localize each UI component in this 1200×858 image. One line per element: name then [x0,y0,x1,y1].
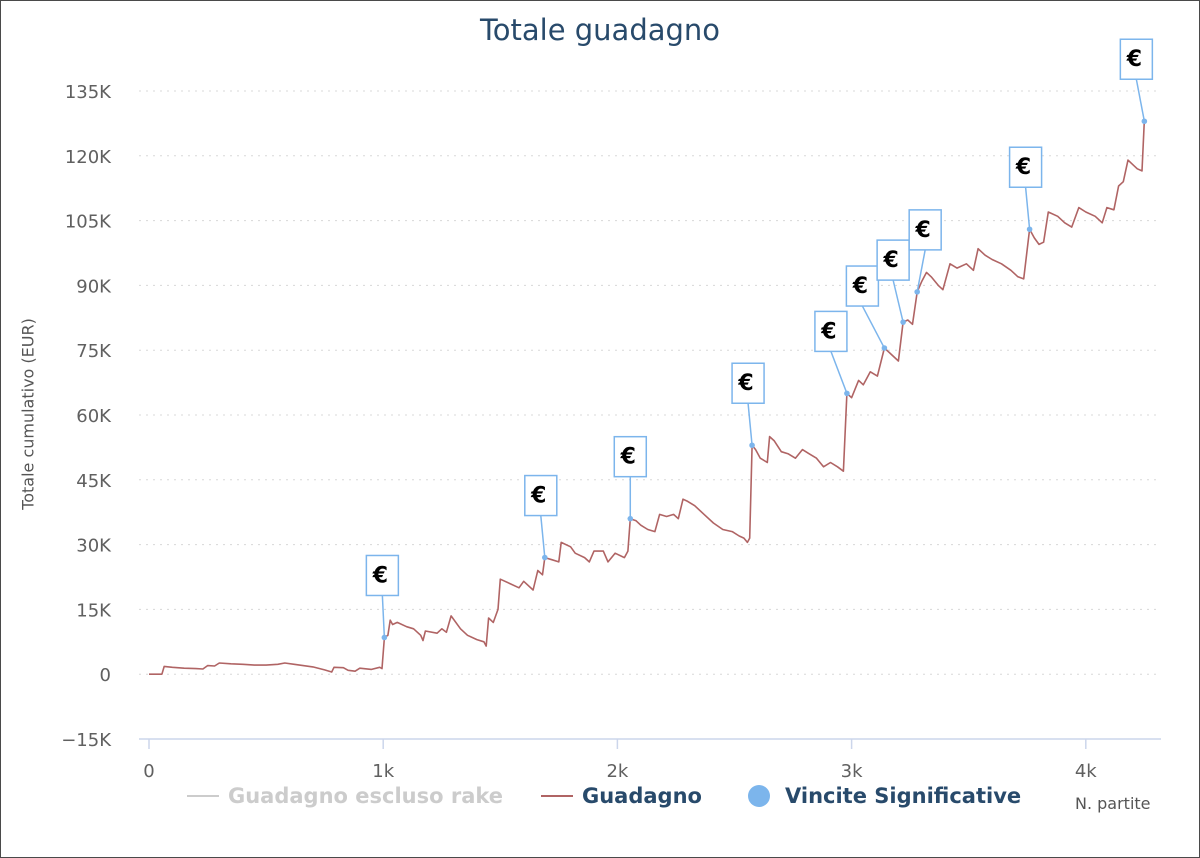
legend-item-vincite-significative[interactable]: Vincite Significative [748,784,1021,808]
flag-marker[interactable]: € [365,554,400,641]
legend-label: Guadagno [582,784,702,808]
flag-point [381,634,388,641]
flag-box [365,554,400,597]
flag-point [914,289,920,295]
flag-marker[interactable]: € [1008,146,1043,233]
flag-stem [830,351,848,394]
flag-box [845,265,880,307]
flag-box [814,310,848,353]
flag-box [1119,38,1154,80]
flag-stem [1024,187,1031,230]
y-tick-label: 105K [65,212,112,233]
flag-box [1008,146,1043,188]
flag-label: € [1126,47,1142,72]
legend-item-guadagno[interactable]: Guadagno [541,784,702,808]
y-tick-label: 120K [65,147,112,168]
flag-box [524,474,558,517]
flag-stem [381,595,386,638]
flag-label: € [820,319,836,344]
flag-label: € [620,445,636,470]
grid-lines [139,90,1161,740]
flag-marker[interactable]: € [908,209,942,295]
flag-point [881,345,888,351]
flag-label: € [852,274,868,299]
x-axis: 0 1k 2k 3k 4k [139,738,1161,782]
series-line-guadagno [149,121,1146,675]
y-tick-label: 15K [76,600,112,621]
legend: Guadagno escluso rake Guadagno Vincite S… [1,784,1199,816]
flag-marker[interactable]: € [845,265,888,351]
flag-point [541,554,548,561]
flag-stem [916,249,926,293]
flag-stem [540,515,546,558]
y-axis-ticks: −15K 0 15K 30K 45K 60K 75K 90K 105K 120K 135K [61,82,112,751]
flag-label: € [530,484,546,509]
series-layer [149,121,1146,675]
flag-label: € [1015,155,1031,180]
flag-label: € [737,371,753,396]
flag-box [613,435,648,478]
y-tick-label: 75K [76,341,112,362]
chart-title: Totale guadagno [479,13,721,47]
flag-stem [747,403,753,446]
flag-marker[interactable]: € [613,435,648,522]
flag-marker[interactable]: € [814,310,850,397]
flag-stem [892,279,904,323]
flag-point [1026,226,1033,233]
flag-point [627,515,634,522]
legend-label: Guadagno escluso rake [228,784,504,808]
y-tick-label: 60K [76,406,112,427]
flag-stem [1135,79,1146,122]
legend-dot-icon [748,785,770,807]
flag-point [749,442,755,449]
flag-marker[interactable]: € [731,362,765,449]
x-tick-label: 4k [1075,761,1097,782]
flag-marker[interactable]: € [524,474,558,561]
legend-label: Vincite Significative [785,784,1022,808]
y-tick-label: −15K [61,730,112,751]
flag-point [844,390,850,397]
flag-stem [861,305,886,349]
flag-box [731,362,765,404]
x-tick-label: 3k [841,761,863,782]
legend-item-guadagno-escluso-rake[interactable]: Guadagno escluso rake [187,784,503,808]
x-axis-title: N. partite [1075,794,1151,813]
flag-box [908,209,942,251]
y-tick-label: 90K [76,276,112,297]
flag-point [1141,118,1148,125]
flag-box [876,239,910,281]
flag-marker[interactable]: € [1119,38,1154,125]
flag-label: € [882,248,898,273]
x-tick-label: 2k [606,761,628,782]
flag-label: € [915,218,931,243]
y-tick-label: 45K [76,471,112,492]
flag-marker[interactable]: € [876,239,910,325]
legend-line-icon [187,795,219,797]
flags-layer: € € € € € € € € € € [365,38,1154,641]
x-tick-label: 1k [372,761,394,782]
x-tick-label: 0 [143,761,154,782]
y-tick-label: 30K [76,536,112,557]
y-tick-label: 0 [100,665,111,686]
legend-line-icon [541,795,573,797]
flag-label: € [372,563,388,588]
flag-point [900,319,906,325]
y-tick-label: 135K [65,82,112,103]
